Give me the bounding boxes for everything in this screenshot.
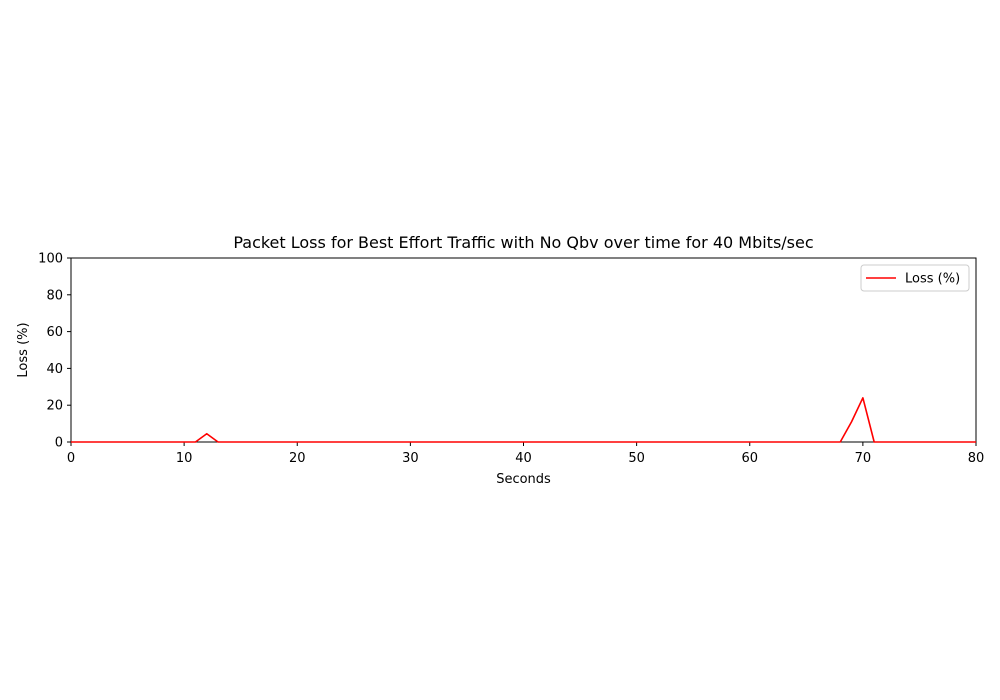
x-tick-label: 80 <box>968 451 985 466</box>
legend: Loss (%) <box>860 264 970 292</box>
y-tick-label: 20 <box>46 399 63 414</box>
y-tick-label: 40 <box>46 362 63 377</box>
x-tick-label: 50 <box>628 451 645 466</box>
x-tick-label: 30 <box>402 451 419 466</box>
series-layer <box>71 397 976 443</box>
x-tick-label: 0 <box>67 451 75 466</box>
legend-box <box>860 264 970 292</box>
y-axis: 0 20 40 60 80 100 <box>38 252 71 451</box>
x-axis: 0 10 20 30 40 50 60 70 80 <box>67 442 984 466</box>
y-tick-label: 80 <box>46 288 63 303</box>
y-axis-label: Loss (%) <box>16 322 31 377</box>
y-tick-label: 60 <box>46 325 63 340</box>
y-tick-label: 0 <box>55 436 63 451</box>
chart-title: Packet Loss for Best Effort Traffic with… <box>233 233 813 252</box>
x-tick-label: 60 <box>741 451 758 466</box>
x-tick-label: 70 <box>855 451 872 466</box>
x-axis-label: Seconds <box>496 472 551 487</box>
x-tick-label: 20 <box>289 451 306 466</box>
x-tick-label: 10 <box>176 451 193 466</box>
y-tick-label: 100 <box>38 252 63 267</box>
legend-label: Loss (%) <box>905 272 960 287</box>
x-tick-label: 40 <box>515 451 532 466</box>
series-line-0 <box>71 397 976 443</box>
